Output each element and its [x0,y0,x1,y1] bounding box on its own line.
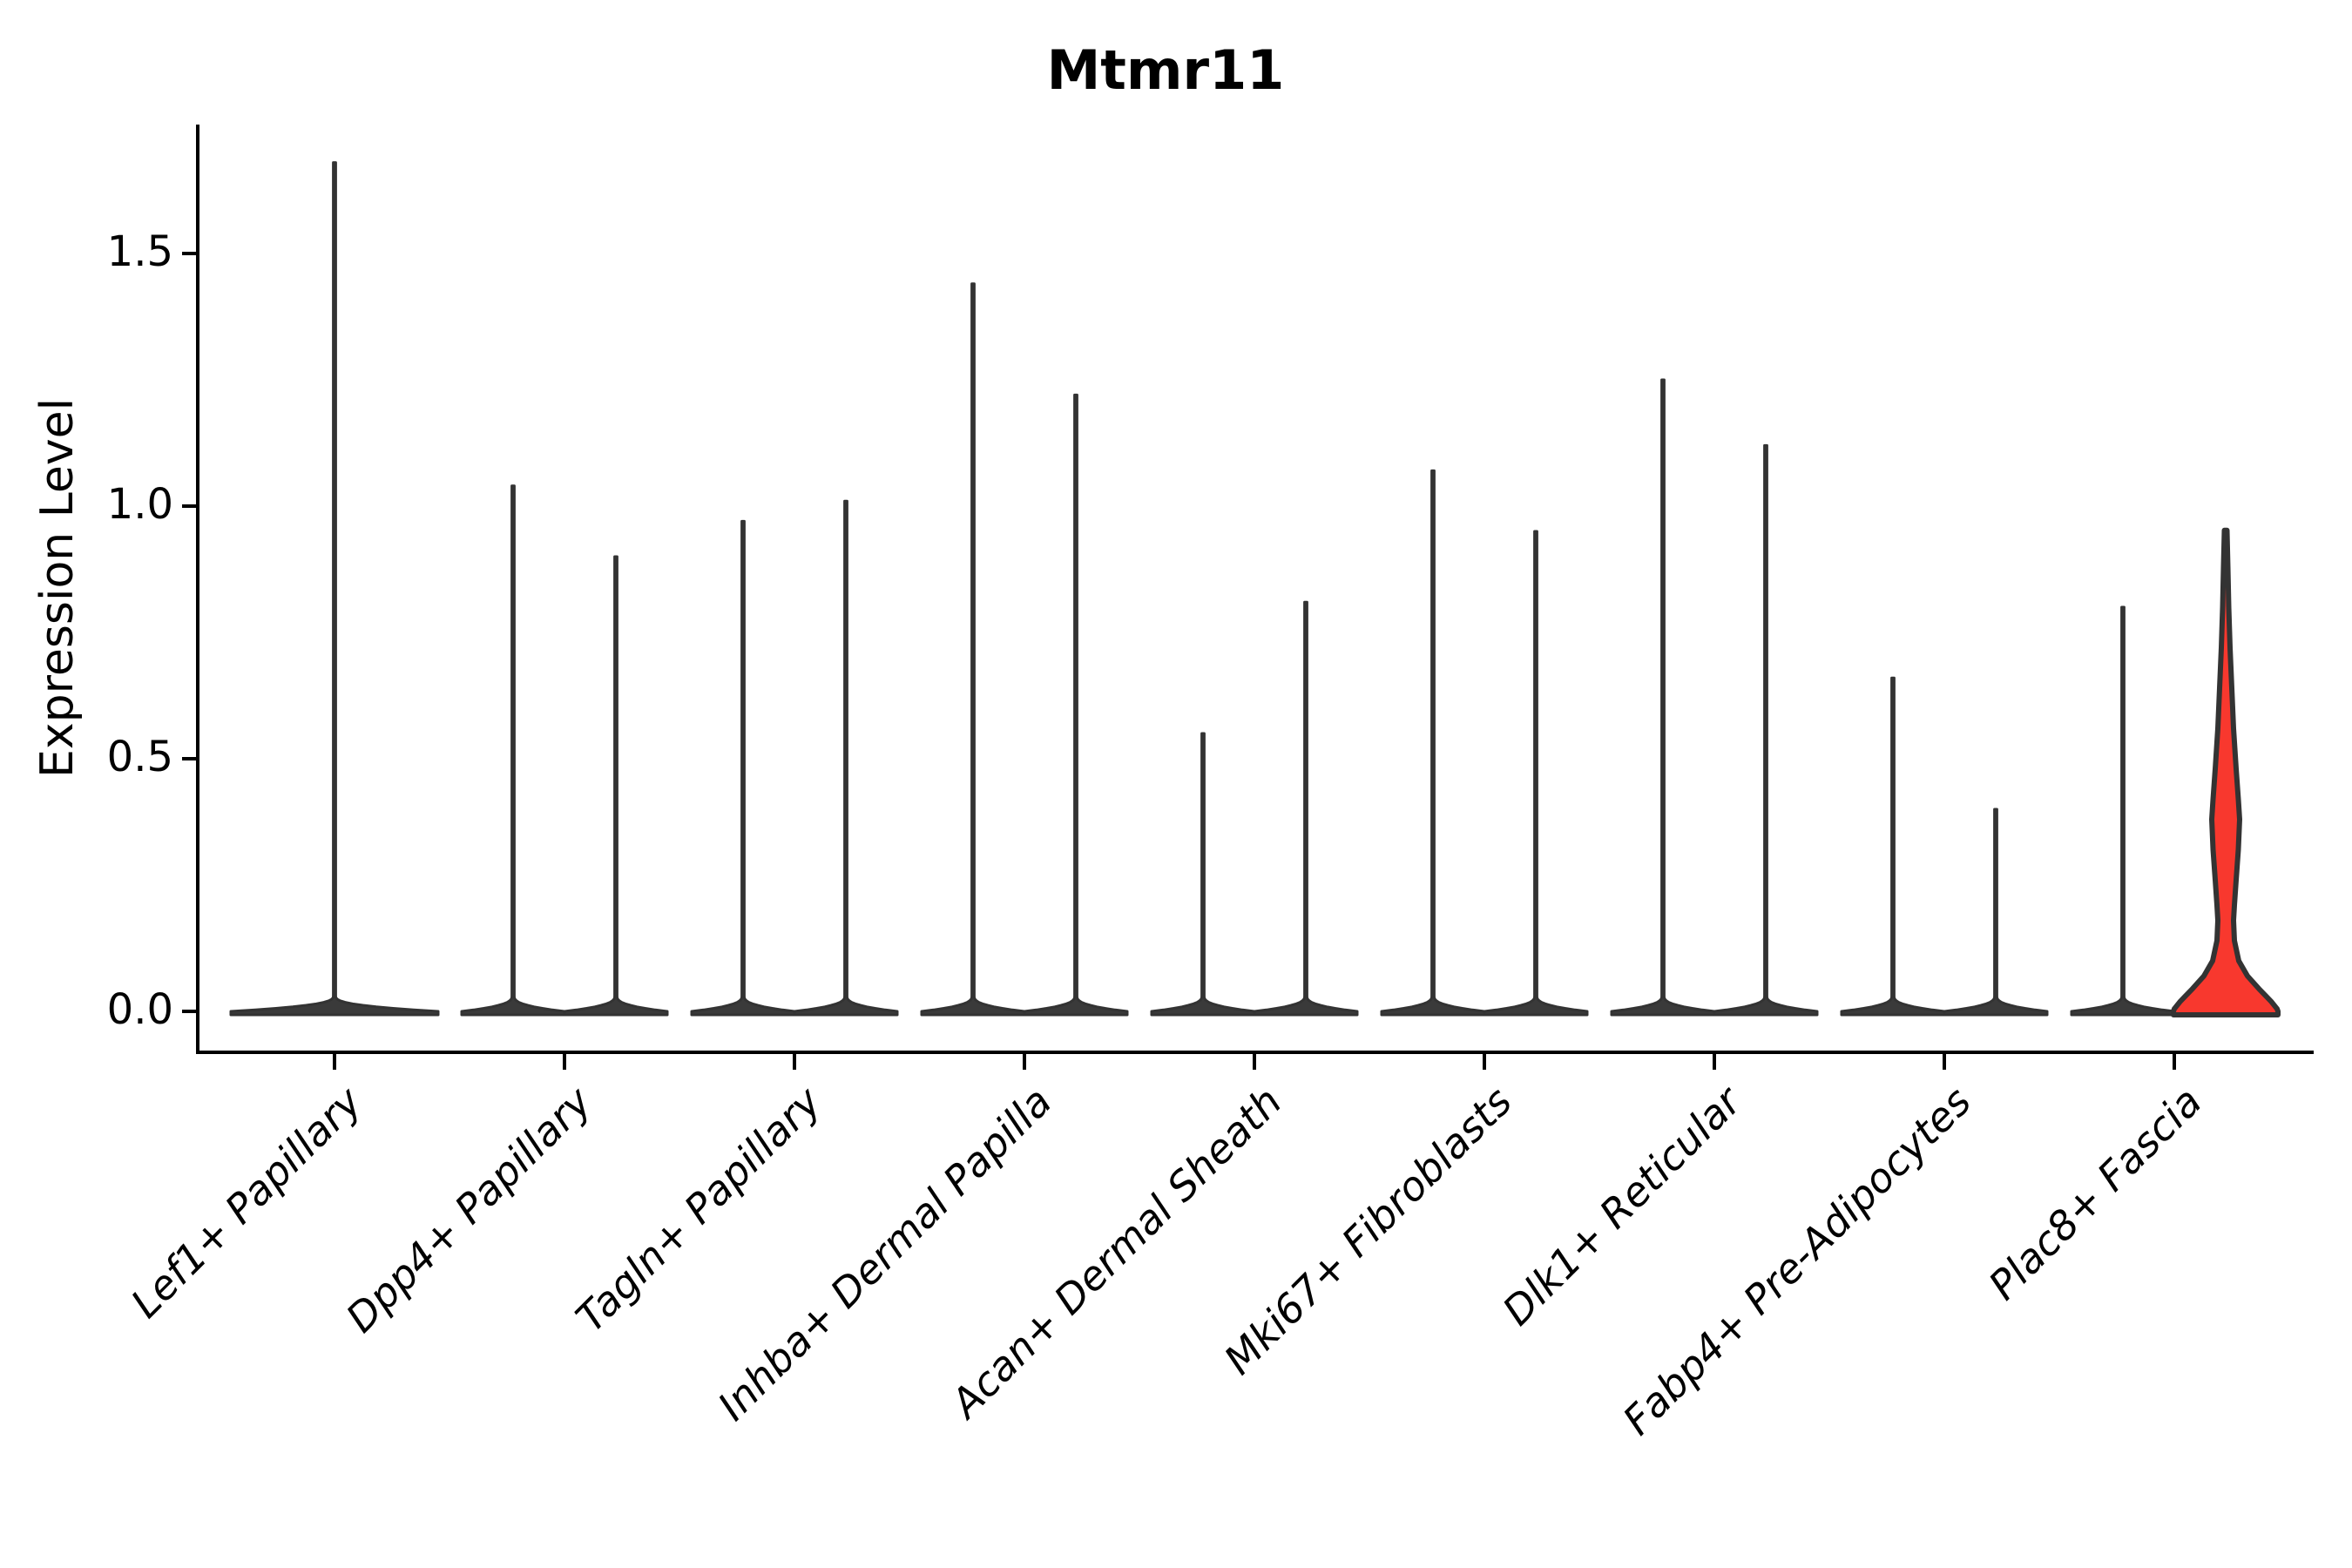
violin [1253,600,1359,1017]
y-tick-label: 1.5 [106,227,173,277]
violin [1713,443,1819,1017]
y-axis-label: Expression Level [31,397,84,779]
violin [1380,469,1486,1017]
violin-highlighted [2171,527,2281,1017]
violin [229,161,440,1017]
violin [1943,808,2049,1017]
violin [690,519,796,1017]
violin [793,499,899,1017]
violin [460,484,566,1017]
y-tick-label: 0.0 [106,985,173,1035]
chart-title: Mtmr11 [1046,38,1285,102]
violin [1150,732,1256,1017]
y-tick-label: 1.0 [106,480,173,530]
violin [1483,530,1589,1017]
y-tick-label: 0.5 [106,733,173,782]
violin [920,282,1026,1017]
violin [1610,378,1716,1017]
violin [563,555,669,1017]
violin [1840,676,1946,1017]
violin [1023,393,1129,1017]
violin [2070,605,2176,1017]
